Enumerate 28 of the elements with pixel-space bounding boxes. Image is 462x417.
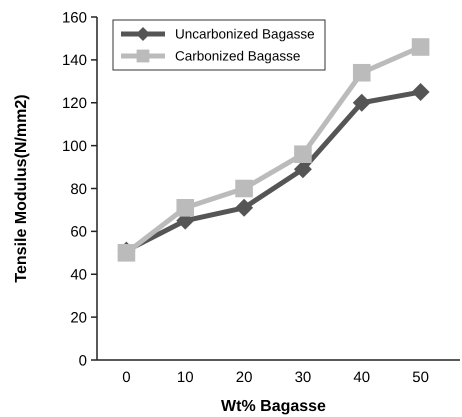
point [294, 145, 312, 163]
y-tick-label: 0 [78, 352, 87, 370]
point [235, 180, 253, 198]
y-tick-label: 160 [62, 9, 87, 26]
point [412, 83, 430, 102]
point [352, 64, 371, 82]
legend-label: Uncarbonized Bagasse [175, 26, 315, 42]
point [412, 38, 430, 56]
y-tick-label: 120 [62, 95, 87, 112]
x-tick-label: 10 [176, 369, 194, 386]
point [176, 198, 194, 217]
y-tick-label: 20 [70, 309, 87, 326]
y-tick-label: 60 [70, 224, 87, 241]
x-tick-label: 0 [122, 369, 131, 386]
point [235, 198, 254, 217]
x-tick-label: 30 [294, 369, 312, 386]
point [352, 94, 371, 112]
y-tick-label: 100 [62, 138, 87, 155]
x-axis-title: Wt% Bagasse [221, 398, 326, 415]
y-axis-title: Tensile Modulus(N/mm2) [13, 94, 30, 283]
y-tick-label: 140 [62, 52, 87, 70]
legend-label: Carbonized Bagasse [175, 48, 300, 64]
x-tick-label: 20 [236, 369, 252, 386]
x-tick-label: 40 [353, 369, 370, 386]
x-tick-label: 50 [412, 369, 429, 386]
y-tick-label: 80 [70, 180, 87, 198]
y-tick-label: 40 [70, 266, 87, 284]
point [118, 244, 136, 262]
